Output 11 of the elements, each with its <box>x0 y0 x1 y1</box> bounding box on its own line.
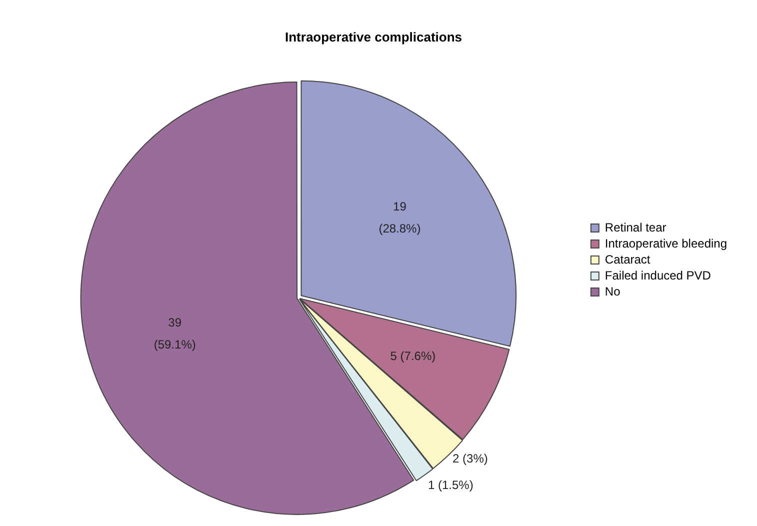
data-label: 2 (3%) <box>452 452 488 466</box>
chart-title: Intraoperative complications <box>285 29 462 44</box>
legend-label: Failed induced PVD <box>604 268 712 282</box>
legend-label: Intraoperative bleeding <box>604 236 728 250</box>
data-label: 39 (59.1%) <box>154 315 196 352</box>
legend-label: Cataract <box>604 252 651 266</box>
legend-label: No <box>604 284 621 298</box>
data-label: 1 (1.5%) <box>428 478 474 492</box>
data-label: 5 (7.6%) <box>390 349 436 364</box>
data-label: 19 (28.8%) <box>378 199 421 236</box>
legend-label: Retinal tear <box>604 220 666 234</box>
